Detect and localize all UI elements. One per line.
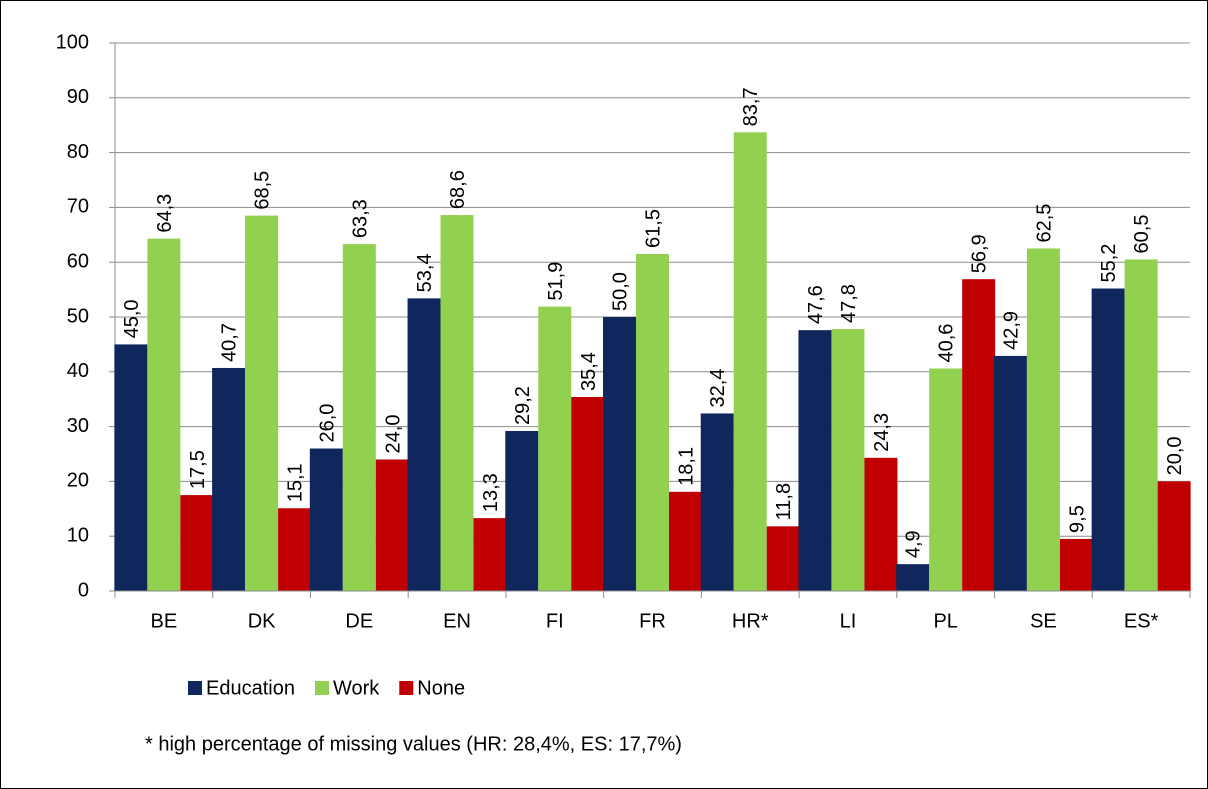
- x-tick-label: DE: [345, 610, 373, 632]
- bar: [505, 430, 539, 591]
- bar: [375, 459, 409, 591]
- data-label: 55,2: [1098, 244, 1120, 283]
- bar: [1091, 288, 1125, 591]
- data-label: 24,0: [382, 415, 404, 454]
- bar: [993, 355, 1027, 591]
- bar: [278, 508, 312, 591]
- y-tick-label: 0: [78, 579, 89, 601]
- data-label: 45,0: [121, 299, 143, 338]
- footnote: * high percentage of missing values (HR:…: [145, 733, 682, 755]
- data-label: 56,9: [969, 234, 991, 273]
- bar: [245, 215, 279, 591]
- y-tick-label: 80: [67, 141, 89, 163]
- bar: [766, 526, 800, 591]
- y-tick-label: 90: [67, 86, 89, 108]
- bar: [636, 253, 669, 592]
- bar: [798, 330, 832, 591]
- y-tick-label: 100: [56, 31, 89, 53]
- data-label: 4,9: [903, 530, 925, 558]
- x-tick-label: SE: [1030, 610, 1057, 632]
- data-label: 51,9: [545, 262, 567, 301]
- data-label: 9,5: [1066, 505, 1088, 533]
- data-label: 24,3: [871, 413, 893, 452]
- data-label: 17,5: [187, 450, 209, 489]
- x-tick-label: HR*: [732, 610, 769, 632]
- x-tick-label: FR: [639, 610, 666, 632]
- legend-label: Work: [333, 677, 380, 699]
- data-label: 83,7: [740, 87, 762, 126]
- x-tick-label: FI: [546, 610, 564, 632]
- data-label: 60,5: [1131, 215, 1153, 254]
- data-label: 13,3: [480, 473, 502, 512]
- x-tick-label: LI: [840, 610, 857, 632]
- bar: [114, 344, 148, 591]
- data-label: 42,9: [1000, 311, 1022, 350]
- bar: [733, 132, 767, 591]
- bar: [864, 457, 898, 591]
- data-label: 18,1: [676, 447, 698, 486]
- bar: [1157, 481, 1191, 591]
- data-label: 63,3: [349, 199, 371, 238]
- x-tick-label: ES*: [1124, 610, 1159, 632]
- y-tick-label: 60: [67, 250, 89, 272]
- legend-swatch: [188, 681, 202, 695]
- data-label: 47,8: [838, 284, 860, 323]
- y-tick-label: 30: [67, 415, 89, 437]
- legend-swatch: [314, 681, 329, 695]
- bar: [212, 367, 246, 591]
- bar: [180, 495, 214, 591]
- bar: [1124, 259, 1158, 591]
- bar: [1059, 538, 1093, 591]
- bar: [700, 413, 734, 591]
- legend-swatch: [399, 681, 414, 695]
- data-label: 68,6: [447, 170, 469, 209]
- bar: [473, 518, 507, 591]
- y-tick-label: 50: [67, 305, 89, 327]
- y-tick-label: 10: [67, 524, 89, 546]
- y-tick-label: 20: [67, 470, 89, 492]
- data-label: 50,0: [610, 272, 632, 311]
- data-label: 11,8: [773, 483, 795, 520]
- bar: [440, 215, 474, 591]
- x-tick-label: EN: [443, 610, 471, 632]
- x-tick-label: BE: [151, 610, 178, 632]
- bar: [831, 329, 865, 591]
- y-tick-label: 70: [67, 196, 89, 218]
- legend-label: Education: [206, 677, 295, 699]
- data-label: 40,6: [936, 324, 958, 363]
- data-label: 26,0: [316, 404, 338, 443]
- data-label: 35,4: [578, 352, 600, 391]
- bar: [603, 317, 636, 591]
- data-label: 68,5: [252, 171, 274, 210]
- data-label: 40,7: [219, 323, 241, 362]
- data-label: 61,5: [643, 209, 665, 248]
- data-label: 53,4: [414, 253, 436, 292]
- bar: [407, 298, 441, 591]
- y-tick-label: 40: [67, 360, 89, 382]
- bar: [571, 397, 605, 591]
- data-label: 47,6: [805, 285, 827, 324]
- bar: [669, 491, 702, 591]
- bar: [1026, 248, 1060, 591]
- bar: [962, 279, 996, 591]
- bar: [309, 448, 343, 591]
- data-label: 32,4: [707, 369, 729, 408]
- bar: [538, 306, 572, 591]
- bar: [896, 564, 930, 591]
- x-tick-label: DK: [248, 610, 276, 632]
- data-label: 29,2: [512, 386, 534, 425]
- x-tick-label: PL: [933, 610, 957, 632]
- data-label: 20,0: [1164, 436, 1186, 475]
- data-label: 62,5: [1033, 204, 1055, 243]
- bar: [147, 238, 181, 592]
- bar: [929, 368, 963, 591]
- data-label: 64,3: [154, 194, 176, 233]
- legend-label: None: [417, 677, 465, 699]
- bar: [342, 244, 376, 591]
- data-label: 15,1: [285, 463, 307, 502]
